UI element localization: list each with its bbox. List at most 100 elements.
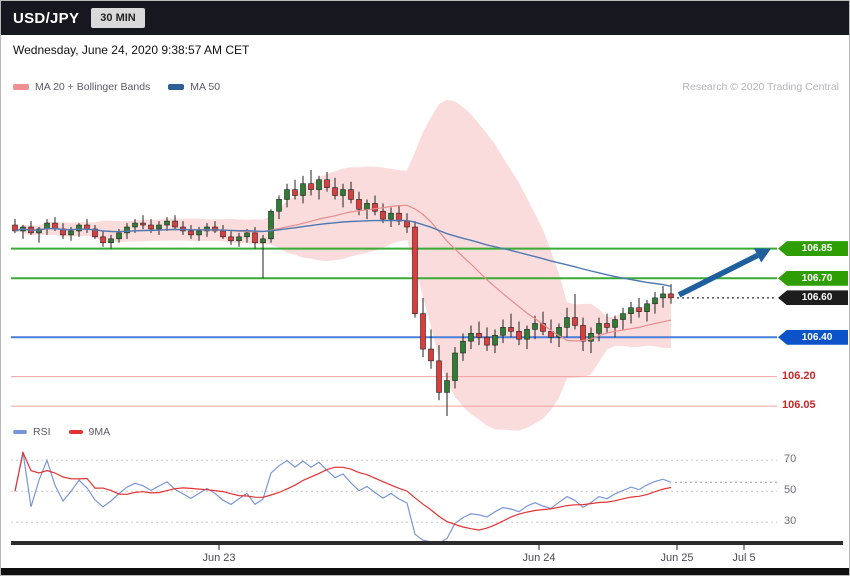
candle-bearish [348,189,354,200]
candle-bullish [116,232,122,240]
candle-bullish [284,189,290,200]
candle-bullish [268,210,274,240]
candle-bearish [324,179,330,188]
legend-item-ma50: MA 50 [168,81,220,93]
candle-bearish [84,224,90,230]
legend-label-ma50: MA 50 [190,81,221,93]
rsi-ma-swatch-icon [68,430,83,434]
candle-bullish [340,189,346,196]
attribution-text: Research © 2020 Trading Central [682,81,839,93]
candle-bearish [668,293,674,299]
candle-bullish [468,333,474,342]
rsi-axis-label-50: 50 [784,484,797,497]
chart-datetime: Wednesday, June 24, 2020 9:38:57 AM CET [13,43,250,57]
candle-bearish [92,228,98,238]
candle-bearish [540,323,546,332]
candle-bearish [484,336,490,346]
rsi-axis-label-30: 30 [784,515,797,528]
candle-bullish [628,307,634,314]
candle-bullish [236,236,242,242]
ma20-bollinger-swatch-icon [13,84,29,90]
candle-bullish [276,199,282,212]
candle-bullish [532,323,538,330]
candle-bullish [596,323,602,334]
rsi-axis-label-70: 70 [784,453,797,466]
candle-bearish [292,189,298,196]
rsi-swatch-icon [13,430,27,434]
trend-arrow-shaft [677,252,759,298]
candle-bearish [228,236,234,242]
x-axis-band [11,541,843,545]
candle-bearish [476,333,482,338]
legend-label-rsi: RSI [33,426,51,438]
price-tag-106.40: 106.40 [778,329,848,345]
rsi-line [14,451,672,544]
candle-bearish [332,187,338,196]
candle-bullish [76,224,82,232]
candle-bearish [188,230,194,236]
legend-item-ma20-bollinger: MA 20 + Bollinger Bands [13,81,150,93]
candle-bearish [508,327,514,332]
ma50-line [14,219,672,287]
candle-bullish [124,226,130,234]
candlestick-series [12,169,674,416]
candle-bullish [564,317,570,328]
candle-bearish [356,199,362,210]
candle-bullish [492,334,498,346]
header-bar: USD/JPY 30 MIN [1,1,849,35]
symbol-title: USD/JPY [13,9,80,27]
candle-bearish [604,323,610,328]
candle-bearish [428,348,434,362]
x-axis-label-jul-5: Jul 5 [732,552,756,564]
candle-bearish [308,183,314,190]
candle-bearish [212,226,218,232]
candle-bullish [660,293,666,299]
candle-bearish [420,313,426,350]
footer-bar [1,568,849,575]
legend-label-rsi-ma: 9MA [88,426,111,438]
x-axis-label-jun-25: Jun 25 [660,552,694,564]
price-label-106.05: 106.05 [782,399,816,412]
candle-bullish [300,183,306,196]
price-tag-106.70: 106.70 [778,270,848,286]
candle-bearish [148,224,154,230]
candle-bullish [524,329,530,340]
candle-bullish [588,333,594,342]
candle-bearish [220,230,226,238]
main-chart-legend: MA 20 + Bollinger Bands MA 50 [13,81,220,93]
candle-bullish [452,352,458,381]
level-lines [11,247,777,407]
candle-bullish [364,203,370,210]
candle-bearish [12,224,18,232]
candle-bearish [412,226,418,314]
candle-bearish [572,317,578,326]
candle-bullish [556,327,562,338]
candle-bullish [388,212,394,220]
legend-label-ma20-bollinger: MA 20 + Bollinger Bands [35,81,151,93]
candle-bullish [260,238,266,244]
candle-bullish [460,340,466,354]
candle-bullish [652,297,658,305]
candle-bearish [252,232,258,244]
candle-bearish [372,203,378,212]
candle-bullish [620,313,626,320]
candle-bullish [444,380,450,393]
candle-bullish [156,224,162,230]
legend-item-rsi: RSI [13,426,51,438]
candle-bullish [132,222,138,228]
candle-bullish [316,179,322,190]
candle-bearish [580,325,586,342]
price-tag-106.60: 106.60 [778,290,848,306]
candle-bullish [108,238,114,244]
candle-bearish [404,220,410,228]
rsi-gridlines [11,459,777,523]
rsi-legend: RSI 9MA [13,426,110,438]
candle-bullish [500,327,506,336]
candle-bullish [196,230,202,236]
candle-bearish [100,236,106,244]
ma50-swatch-icon [168,84,185,90]
candle-bullish [164,220,170,226]
candle-bearish [548,331,554,338]
candle-bearish [380,210,386,220]
